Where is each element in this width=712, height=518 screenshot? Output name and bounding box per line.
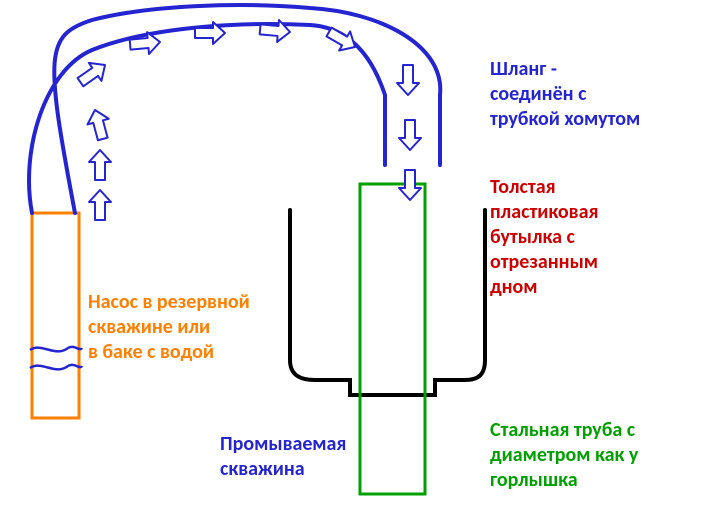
flow-arrow-3 (74, 56, 111, 91)
flow-arrow-0 (89, 190, 111, 220)
label-pump: Насос в резервной скважине или в баке с … (88, 290, 250, 365)
hose-path (29, 5, 440, 213)
flow-arrow-2 (84, 107, 113, 142)
label-pipe: Стальная труба с диаметром как у горлышк… (490, 418, 638, 493)
label-flushed: Промываемая скважина (220, 432, 346, 482)
water-line-1 (30, 365, 82, 370)
well-outline (290, 210, 485, 395)
label-hose: Шланг - соединён с трубкой хомутом (490, 57, 640, 132)
flow-arrow-8 (397, 65, 419, 95)
steel-pipe (360, 184, 425, 494)
label-bottle: Толстая пластиковая бутылка с отрезанным… (490, 175, 598, 300)
pump-rect (32, 213, 79, 418)
flow-arrow-9 (399, 120, 421, 150)
water-line-0 (30, 347, 82, 352)
flow-arrow-1 (89, 150, 111, 180)
